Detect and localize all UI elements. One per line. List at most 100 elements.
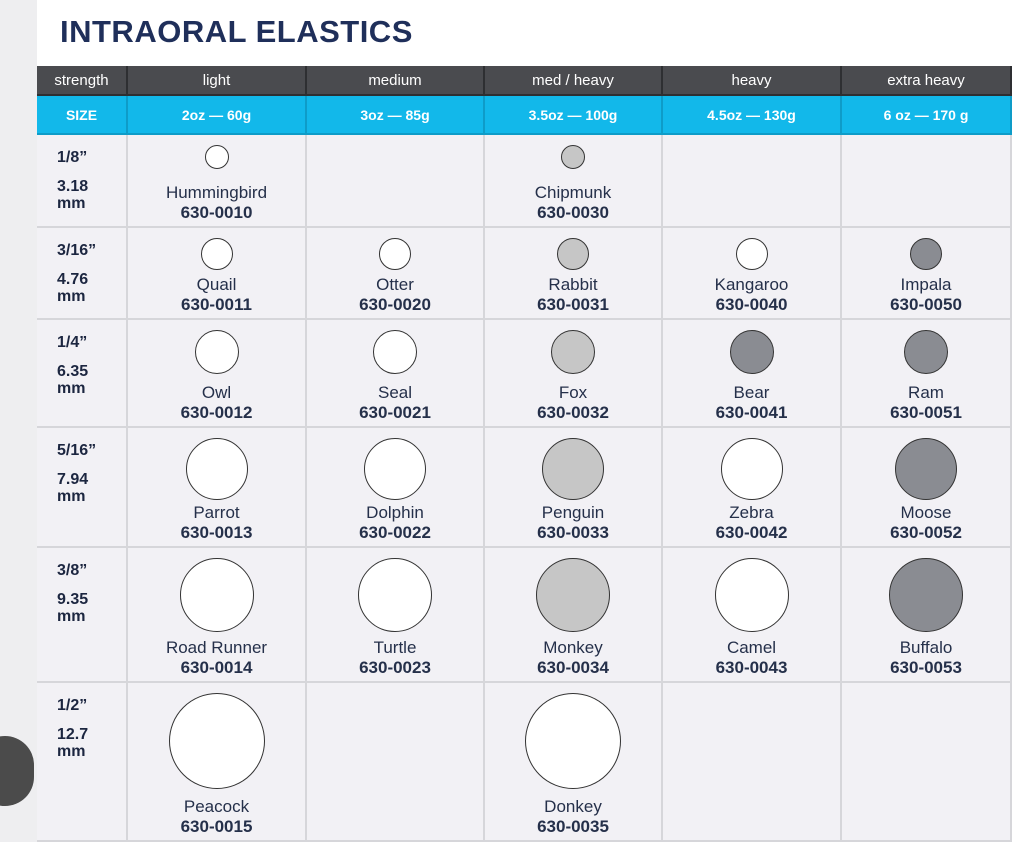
elastic-cell: Road Runner 630-0014	[128, 548, 307, 683]
elastic-name: Fox	[558, 383, 588, 402]
elastic-code: 630-0040	[715, 295, 788, 314]
elastic-label: Quail 630-0011	[181, 275, 252, 315]
elastic-circle	[358, 558, 432, 632]
elastic-label: Moose 630-0052	[890, 503, 962, 543]
size-mm: 3.18	[57, 178, 89, 195]
elastic-circle	[536, 558, 610, 632]
elastic-cell: Impala 630-0050	[842, 228, 1012, 320]
row-label: 1/8” 3.18 mm	[37, 135, 128, 228]
elastic-label: Dolphin 630-0022	[359, 503, 431, 543]
elastic-circle	[542, 438, 604, 500]
elastic-cell: Fox 630-0032	[485, 320, 663, 428]
elastic-cell: Chipmunk 630-0030	[485, 135, 663, 228]
elastic-label: Hummingbird 630-0010	[166, 183, 267, 223]
elastic-cell: Moose 630-0052	[842, 428, 1012, 548]
elastic-code: 630-0041	[715, 403, 788, 422]
row-label: 3/16” 4.76 mm	[37, 228, 128, 320]
elastic-cell: Peacock 630-0015	[128, 683, 307, 842]
elastic-label: Zebra 630-0042	[716, 503, 788, 543]
elastic-name: Turtle	[373, 638, 417, 657]
elastic-cell	[663, 135, 842, 228]
size-mm: 9.35	[57, 591, 89, 608]
elastic-name: Quail	[196, 275, 237, 294]
elastic-circle	[889, 558, 963, 632]
header-cell: heavy	[663, 66, 842, 96]
row-label: 1/4” 6.35 mm	[37, 320, 128, 428]
elastic-code: 630-0042	[715, 523, 788, 542]
elastic-cell: Penguin 630-0033	[485, 428, 663, 548]
elastic-name: Otter	[376, 275, 414, 294]
elastic-cell: Otter 630-0020	[307, 228, 485, 320]
elastic-label: Seal 630-0021	[359, 383, 431, 423]
elastic-label: Owl 630-0012	[181, 383, 253, 423]
elastic-circle	[200, 238, 233, 270]
elastic-code: 630-0011	[181, 295, 252, 314]
elastic-code: 630-0030	[537, 203, 609, 222]
elastic-code: 630-0053	[890, 658, 962, 677]
elastic-code: 630-0033	[537, 523, 609, 542]
elastic-label: Impala 630-0050	[890, 275, 962, 315]
elastic-code: 630-0050	[890, 295, 962, 314]
elastic-circle	[179, 558, 254, 632]
elastic-label: Road Runner 630-0014	[166, 638, 267, 678]
row-label: 5/16” 7.94 mm	[37, 428, 128, 548]
size-unit: mm	[57, 608, 86, 625]
header-cell: extra heavy	[842, 66, 1012, 96]
elastic-name: Hummingbird	[165, 183, 268, 202]
elastic-circle	[735, 238, 768, 270]
elastic-label: Fox 630-0032	[537, 383, 609, 423]
elastic-code: 630-0034	[537, 658, 609, 677]
size-cell: 6 oz — 170 g	[842, 96, 1012, 135]
header-cell: strength	[37, 66, 128, 96]
elastic-cell: Camel 630-0043	[663, 548, 842, 683]
elastic-cell	[307, 683, 485, 842]
elastic-code: 630-0035	[537, 817, 609, 836]
elastic-name: Rabbit	[548, 275, 598, 294]
row-label: 3/8” 9.35 mm	[37, 548, 128, 683]
elastic-code: 630-0051	[890, 403, 962, 422]
elastic-label: Buffalo 630-0053	[890, 638, 962, 678]
header-cell: light	[128, 66, 307, 96]
elastic-circle	[895, 438, 957, 500]
elastic-cell: Ram 630-0051	[842, 320, 1012, 428]
side-strip	[0, 0, 37, 842]
elastic-label: Kangaroo 630-0040	[715, 275, 789, 315]
elastic-name: Peacock	[183, 797, 250, 816]
size-cell: 3oz — 85g	[307, 96, 485, 135]
elastic-circle	[557, 238, 589, 270]
elastic-name: Parrot	[193, 503, 240, 522]
elastic-circle	[904, 330, 948, 374]
elastic-circle	[714, 558, 789, 632]
elastic-name: Zebra	[729, 503, 774, 522]
size-inch: 1/2”	[57, 697, 88, 714]
elastic-label: Donkey 630-0035	[537, 797, 609, 837]
elastic-label: Otter 630-0020	[359, 275, 431, 315]
size-unit: mm	[57, 380, 86, 397]
elastic-circle	[729, 330, 774, 374]
elastic-code: 630-0012	[180, 403, 253, 422]
elastic-name: Monkey	[543, 638, 603, 657]
elastic-cell: Bear 630-0041	[663, 320, 842, 428]
elastic-circle	[720, 438, 783, 500]
size-inch: 1/8”	[57, 149, 88, 166]
elastic-cell: Parrot 630-0013	[128, 428, 307, 548]
elastic-cell: Zebra 630-0042	[663, 428, 842, 548]
elastic-label: Camel 630-0043	[716, 638, 788, 678]
elastic-label: Parrot 630-0013	[181, 503, 253, 543]
elastic-cell	[842, 135, 1012, 228]
elastic-cell: Quail 630-0011	[128, 228, 307, 320]
elastic-cell: Buffalo 630-0053	[842, 548, 1012, 683]
elastic-label: Chipmunk 630-0030	[535, 183, 612, 223]
elastic-name: Chipmunk	[534, 183, 612, 202]
size-cell: 2oz — 60g	[128, 96, 307, 135]
elastic-code: 630-0031	[537, 295, 609, 314]
size-cell: 3.5oz — 100g	[485, 96, 663, 135]
elastic-cell	[307, 135, 485, 228]
elastic-code: 630-0014	[180, 658, 253, 677]
elastic-name: Owl	[201, 383, 232, 402]
elastic-code: 630-0052	[890, 523, 962, 542]
elastic-code: 630-0022	[359, 523, 431, 542]
elastic-name: Bear	[733, 383, 770, 402]
elastic-label: Ram 630-0051	[890, 383, 962, 423]
elastic-cell: Kangaroo 630-0040	[663, 228, 842, 320]
